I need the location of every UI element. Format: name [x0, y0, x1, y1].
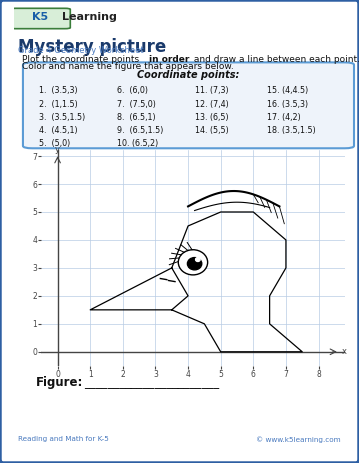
FancyBboxPatch shape — [23, 63, 354, 148]
Text: Reading and Math for K-5: Reading and Math for K-5 — [18, 436, 109, 442]
Text: 7.  (7.5,0): 7. (7.5,0) — [117, 100, 155, 109]
Text: Figure:: Figure: — [36, 376, 83, 389]
Text: x: x — [341, 347, 346, 357]
Circle shape — [178, 250, 208, 275]
Text: Grade 4 Geometry Worksheet: Grade 4 Geometry Worksheet — [18, 46, 144, 55]
Text: in order: in order — [149, 55, 190, 63]
Text: K5: K5 — [32, 13, 48, 23]
Text: _______________________: _______________________ — [84, 376, 219, 389]
Text: 6.  (6,0): 6. (6,0) — [117, 86, 148, 95]
Text: 8.  (6.5,1): 8. (6.5,1) — [117, 113, 155, 122]
Text: y: y — [55, 145, 60, 154]
Text: 12. (7,4): 12. (7,4) — [195, 100, 228, 109]
Text: 13. (6,5): 13. (6,5) — [195, 113, 228, 122]
Text: 5.  (5,0): 5. (5,0) — [38, 138, 70, 148]
Text: 4.  (4.5,1): 4. (4.5,1) — [38, 125, 77, 135]
Text: 3.  (3.5,1.5): 3. (3.5,1.5) — [38, 113, 85, 122]
Circle shape — [196, 257, 200, 262]
Text: and draw a line between each point.: and draw a line between each point. — [191, 55, 359, 63]
Text: © www.k5learning.com: © www.k5learning.com — [256, 436, 341, 443]
Text: Mystery picture: Mystery picture — [18, 38, 166, 56]
Circle shape — [187, 257, 202, 270]
Text: Learning: Learning — [62, 13, 117, 23]
Text: 15. (4,4.5): 15. (4,4.5) — [266, 86, 308, 95]
Text: 2.  (1,1.5): 2. (1,1.5) — [38, 100, 77, 109]
Text: 14. (5,5): 14. (5,5) — [195, 125, 228, 135]
FancyBboxPatch shape — [10, 8, 70, 29]
Text: Plot the coordinate points: Plot the coordinate points — [22, 55, 141, 63]
Text: 16. (3.5,3): 16. (3.5,3) — [266, 100, 308, 109]
Text: 11. (7,3): 11. (7,3) — [195, 86, 228, 95]
Text: 17. (4,2): 17. (4,2) — [266, 113, 300, 122]
Text: 10. (6.5,2): 10. (6.5,2) — [117, 138, 158, 148]
Text: Color and name the figure that appears below.: Color and name the figure that appears b… — [22, 62, 233, 71]
Text: 18. (3.5,1.5): 18. (3.5,1.5) — [266, 125, 315, 135]
Text: Coordinate points:: Coordinate points: — [137, 70, 240, 81]
Text: 9.  (6.5,1.5): 9. (6.5,1.5) — [117, 125, 163, 135]
Text: 1.  (3.5,3): 1. (3.5,3) — [38, 86, 77, 95]
